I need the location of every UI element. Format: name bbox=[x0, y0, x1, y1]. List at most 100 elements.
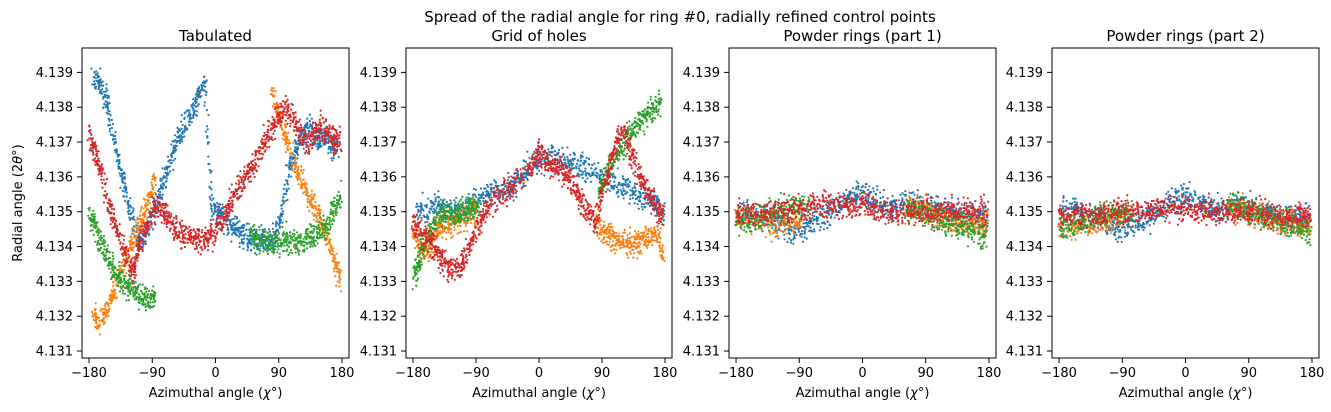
data-point bbox=[249, 227, 252, 230]
data-point bbox=[180, 127, 183, 130]
data-point bbox=[334, 275, 337, 278]
data-point bbox=[150, 306, 153, 309]
data-point bbox=[175, 144, 178, 148]
data-point bbox=[312, 243, 316, 246]
data-point bbox=[328, 221, 331, 224]
data-point bbox=[138, 217, 141, 221]
data-point bbox=[86, 139, 89, 142]
data-point bbox=[662, 219, 665, 222]
data-point bbox=[139, 295, 142, 298]
data-point bbox=[308, 120, 311, 123]
data-point bbox=[207, 155, 210, 158]
data-point bbox=[456, 224, 459, 227]
data-point bbox=[242, 229, 245, 232]
data-point bbox=[228, 223, 231, 226]
data-point bbox=[146, 225, 149, 228]
data-point bbox=[304, 186, 307, 189]
data-point bbox=[272, 233, 275, 236]
data-point bbox=[209, 232, 212, 235]
data-point bbox=[288, 251, 291, 254]
data-point bbox=[127, 249, 130, 253]
data-point bbox=[655, 198, 659, 201]
data-point bbox=[236, 221, 239, 224]
data-point bbox=[199, 96, 202, 99]
data-point bbox=[328, 223, 331, 226]
data-point bbox=[117, 284, 120, 287]
data-point bbox=[232, 217, 235, 220]
data-point bbox=[222, 222, 225, 225]
data-point bbox=[624, 179, 627, 182]
data-point bbox=[286, 122, 289, 125]
data-point bbox=[453, 226, 456, 229]
data-point bbox=[131, 211, 134, 214]
data-point bbox=[99, 80, 102, 83]
data-point bbox=[276, 251, 279, 254]
data-point bbox=[129, 259, 133, 262]
data-point bbox=[116, 281, 120, 284]
data-point bbox=[210, 210, 213, 213]
data-point bbox=[280, 207, 283, 210]
data-point bbox=[101, 308, 104, 311]
data-point bbox=[183, 112, 186, 115]
data-point bbox=[324, 229, 327, 232]
data-point bbox=[302, 244, 306, 247]
data-point bbox=[132, 291, 135, 294]
data-point bbox=[127, 206, 130, 210]
data-point bbox=[314, 200, 317, 203]
data-point bbox=[656, 195, 659, 198]
data-point bbox=[94, 148, 98, 151]
data-point bbox=[174, 227, 177, 230]
data-point bbox=[306, 144, 309, 147]
data-point bbox=[190, 121, 193, 124]
data-point bbox=[338, 136, 341, 140]
data-point bbox=[238, 226, 241, 229]
data-point bbox=[210, 205, 213, 208]
data-point bbox=[121, 245, 124, 248]
data-point bbox=[210, 227, 213, 230]
data-point bbox=[184, 241, 187, 244]
data-point bbox=[637, 190, 641, 193]
data-point bbox=[209, 229, 212, 232]
data-point bbox=[284, 126, 287, 129]
data-point bbox=[135, 228, 138, 231]
data-point bbox=[572, 151, 575, 154]
data-point bbox=[102, 316, 105, 320]
data-point bbox=[203, 75, 206, 78]
data-point bbox=[285, 111, 288, 114]
data-point bbox=[94, 307, 97, 311]
data-point bbox=[210, 215, 213, 218]
data-point bbox=[303, 181, 306, 184]
data-point bbox=[438, 196, 441, 199]
data-point bbox=[134, 221, 137, 224]
data-point bbox=[456, 232, 459, 235]
data-point bbox=[216, 201, 219, 204]
data-point bbox=[88, 125, 91, 128]
y-tick-label: 4.136 bbox=[36, 170, 73, 185]
data-point bbox=[139, 218, 143, 221]
data-point bbox=[294, 243, 297, 246]
data-point bbox=[254, 244, 257, 247]
data-point bbox=[124, 281, 127, 284]
data-point bbox=[255, 230, 258, 233]
data-point bbox=[233, 215, 236, 218]
data-point bbox=[143, 211, 146, 215]
data-point bbox=[110, 293, 113, 296]
data-point bbox=[127, 253, 130, 256]
data-point bbox=[104, 105, 107, 109]
data-point bbox=[204, 93, 207, 96]
data-point bbox=[260, 243, 263, 247]
data-point bbox=[568, 159, 571, 162]
data-point bbox=[524, 165, 527, 168]
data-point bbox=[501, 194, 505, 197]
data-point bbox=[139, 246, 142, 249]
data-point bbox=[106, 206, 109, 209]
data-point bbox=[235, 182, 238, 185]
data-point bbox=[312, 198, 315, 201]
data-point bbox=[166, 204, 169, 207]
data-point bbox=[160, 179, 163, 182]
data-point bbox=[209, 203, 212, 206]
data-point bbox=[254, 162, 257, 165]
data-point bbox=[193, 100, 197, 103]
data-point bbox=[96, 243, 99, 246]
data-point bbox=[132, 207, 135, 210]
